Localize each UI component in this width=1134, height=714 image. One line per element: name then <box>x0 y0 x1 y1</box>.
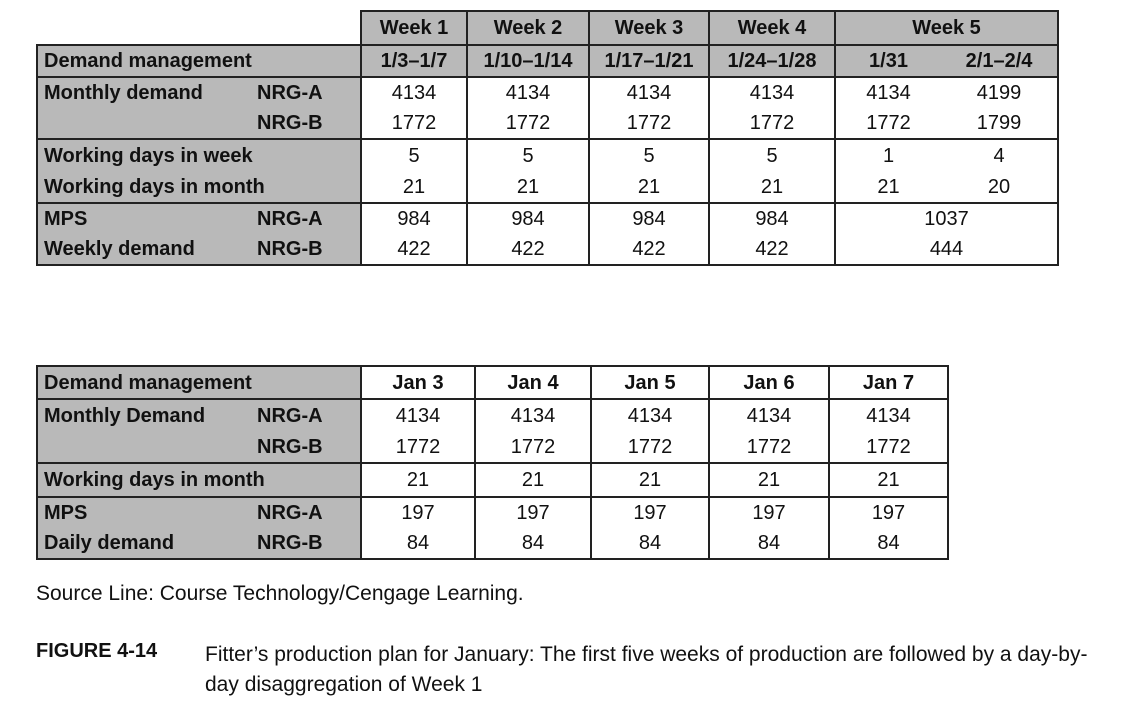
weekly-demand-label: Weekly demand <box>36 234 257 266</box>
table-cell: 984 <box>588 202 710 234</box>
mps-label: MPS <box>36 202 257 234</box>
week-4-header: Week 4 <box>708 10 836 46</box>
nrg-a-label: NRG-A <box>257 398 362 431</box>
daily-production-plan-table: Demand management Jan 3 Jan 4 Jan 5 Jan … <box>36 365 949 560</box>
table-cell: 1772 <box>834 108 941 140</box>
table-cell: 84 <box>360 528 476 560</box>
table-cell: 1772 <box>474 431 592 464</box>
figure-label: FIGURE 4-14 <box>36 640 158 662</box>
week-3-header: Week 3 <box>588 10 710 46</box>
table-cell: 4134 <box>360 76 468 108</box>
day-header: Jan 7 <box>828 365 949 400</box>
date-header: 2/1–2/4 <box>941 44 1060 78</box>
date-header: 1/24–1/28 <box>708 44 836 78</box>
figure-caption: Fitter’s production plan for January: Th… <box>205 643 1088 696</box>
table-cell: 4134 <box>834 76 941 108</box>
table-cell: 5 <box>360 138 468 171</box>
monthly-demand-label: Monthly Demand <box>36 398 257 431</box>
table-cell: 197 <box>828 496 949 528</box>
weekly-table-title: Demand management <box>36 44 362 78</box>
date-header: 1/3–1/7 <box>360 44 468 78</box>
daily-table-title: Demand management <box>36 365 362 400</box>
table-cell: 21 <box>360 171 468 204</box>
table-cell: 1772 <box>708 431 830 464</box>
monthly-demand-label: Monthly demand <box>36 76 257 108</box>
table-cell: 4134 <box>360 398 476 431</box>
table-cell: 422 <box>360 234 468 266</box>
day-header: Jan 6 <box>708 365 830 400</box>
table-cell: 1772 <box>828 431 949 464</box>
working-days-month-label: Working days in month <box>36 171 362 204</box>
nrg-b-label: NRG-B <box>257 234 362 266</box>
table-cell: 4134 <box>588 76 710 108</box>
table-cell: 84 <box>828 528 949 560</box>
table-cell: 4134 <box>708 398 830 431</box>
table-cell: 84 <box>708 528 830 560</box>
table-cell: 984 <box>708 202 836 234</box>
table-cell: 197 <box>360 496 476 528</box>
date-header: 1/10–1/14 <box>466 44 590 78</box>
working-days-week-label: Working days in week <box>36 138 362 171</box>
table-cell: 21 <box>828 462 949 498</box>
table-cell: 4134 <box>466 76 590 108</box>
table-cell: 422 <box>588 234 710 266</box>
table-cell: 1799 <box>941 108 1060 140</box>
week-2-header: Week 2 <box>466 10 590 46</box>
day-header: Jan 4 <box>474 365 592 400</box>
table-cell: 21 <box>708 462 830 498</box>
nrg-b-label: NRG-B <box>257 431 362 464</box>
table-cell: 21 <box>590 462 710 498</box>
date-header: 1/31 <box>834 44 941 78</box>
table-cell: 1772 <box>466 108 590 140</box>
nrg-b-label: NRG-B <box>257 528 362 560</box>
table-cell: 21 <box>588 171 710 204</box>
table-cell: 4134 <box>828 398 949 431</box>
nrg-a-label: NRG-A <box>257 202 362 234</box>
table-cell: 422 <box>466 234 590 266</box>
table-cell: 197 <box>590 496 710 528</box>
table-cell: 4134 <box>590 398 710 431</box>
table-cell: 422 <box>708 234 836 266</box>
table-cell: 197 <box>708 496 830 528</box>
table-cell: 84 <box>590 528 710 560</box>
nrg-a-label: NRG-A <box>257 76 362 108</box>
table-cell: 1772 <box>588 108 710 140</box>
table-cell: 84 <box>474 528 592 560</box>
table-cell: 5 <box>588 138 710 171</box>
table-cell: 1 <box>834 138 941 171</box>
table-cell: 21 <box>708 171 836 204</box>
table-cell: 444 <box>833 234 1060 266</box>
table-cell: 1772 <box>360 108 468 140</box>
source-line: Source Line: Course Technology/Cengage L… <box>36 582 524 605</box>
weekly-production-plan-table: Week 1 Week 2 Week 3 Week 4 Week 5 Deman… <box>36 10 1060 266</box>
table-cell: 4134 <box>708 76 836 108</box>
table-cell: 1037 <box>833 202 1060 234</box>
daily-demand-label: Daily demand <box>36 528 257 560</box>
table-cell: 5 <box>466 138 590 171</box>
table-cell: 20 <box>941 171 1060 204</box>
nrg-a-label: NRG-A <box>257 496 362 528</box>
table-cell: 21 <box>360 462 476 498</box>
table-cell: 4 <box>941 138 1060 171</box>
table-cell: 21 <box>474 462 592 498</box>
day-header: Jan 5 <box>590 365 710 400</box>
nrg-b-label: NRG-B <box>257 108 362 140</box>
table-cell: 197 <box>474 496 592 528</box>
date-header: 1/17–1/21 <box>588 44 710 78</box>
day-header: Jan 3 <box>360 365 476 400</box>
table-cell: 21 <box>466 171 590 204</box>
table-cell: 984 <box>360 202 468 234</box>
table-cell: 4134 <box>474 398 592 431</box>
week-5-header: Week 5 <box>833 10 1060 46</box>
week-1-header: Week 1 <box>360 10 468 46</box>
table-cell: 21 <box>834 171 941 204</box>
table-cell: 1772 <box>708 108 836 140</box>
table-cell: 4199 <box>941 76 1060 108</box>
table-cell: 5 <box>708 138 836 171</box>
table-cell: 984 <box>466 202 590 234</box>
working-days-month-label: Working days in month <box>36 462 362 498</box>
table-cell: 1772 <box>590 431 710 464</box>
mps-label: MPS <box>36 496 257 528</box>
table-cell: 1772 <box>360 431 476 464</box>
